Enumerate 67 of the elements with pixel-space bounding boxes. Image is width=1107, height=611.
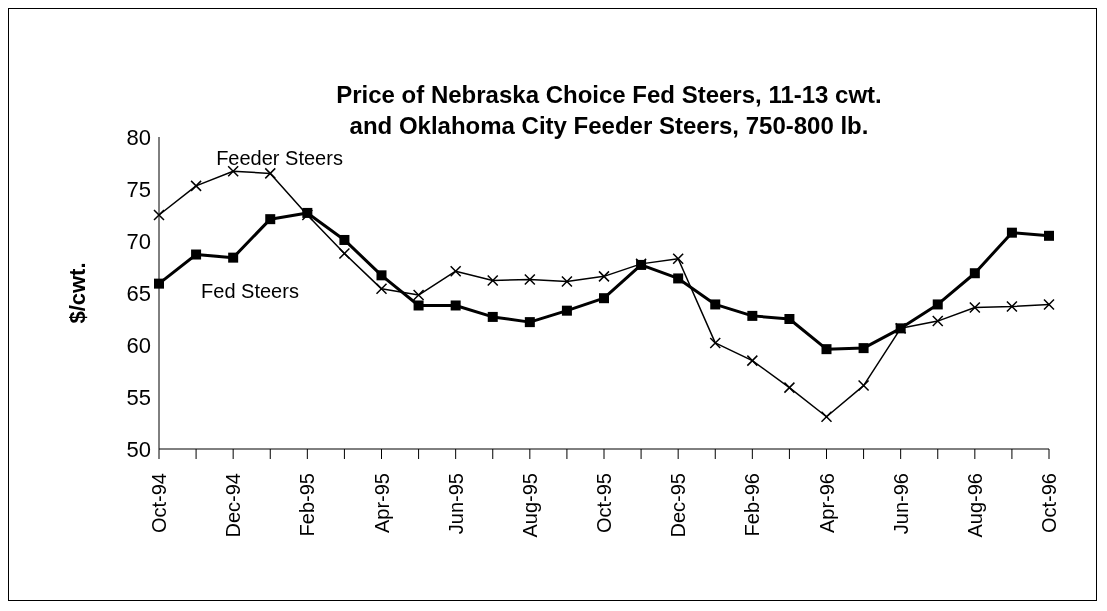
point (376, 270, 387, 281)
point (858, 343, 869, 354)
point (746, 354, 759, 367)
series-label: Fed Steers (201, 279, 299, 302)
point (1044, 230, 1054, 241)
y-tick-label: 75 (126, 176, 151, 202)
point (154, 278, 164, 289)
point (191, 249, 202, 260)
point (413, 300, 424, 311)
x-tick-label: Dec-94 (222, 473, 245, 538)
point (412, 289, 425, 301)
point (561, 275, 573, 288)
point (710, 299, 721, 310)
point (821, 344, 832, 355)
point (375, 283, 388, 295)
point (747, 310, 758, 321)
x-tick-label: Oct-94 (148, 473, 170, 534)
point (932, 315, 944, 327)
x-tick-label: Oct-95 (593, 473, 615, 534)
point (338, 247, 351, 260)
point (450, 300, 461, 311)
y-axis-title: $/cwt. (64, 262, 90, 324)
point (1006, 227, 1017, 238)
point (598, 270, 610, 283)
point (339, 234, 350, 245)
y-tick-label: 50 (126, 436, 151, 462)
point (820, 411, 833, 423)
point (487, 311, 498, 322)
x-tick-label: Apr-95 (370, 473, 393, 534)
point (1043, 298, 1055, 311)
point (709, 337, 721, 349)
point (487, 274, 499, 287)
point (190, 180, 202, 192)
point (227, 165, 239, 178)
x-tick-label: Jun-95 (444, 473, 467, 535)
point (783, 381, 796, 394)
point (673, 273, 684, 284)
y-tick-label: 65 (126, 280, 151, 306)
point (672, 252, 684, 265)
point (524, 273, 536, 286)
x-tick-label: Apr-96 (815, 473, 838, 534)
point (1006, 300, 1018, 313)
x-tick-label: Feb-96 (741, 473, 764, 537)
point (153, 209, 165, 221)
point (784, 314, 795, 324)
y-tick-label: 80 (126, 124, 151, 150)
y-tick-label: 70 (126, 228, 151, 254)
point (599, 293, 609, 304)
y-tick-label: 55 (126, 384, 151, 410)
point (228, 252, 239, 263)
x-tick-label: Aug-96 (963, 473, 986, 538)
point (264, 167, 276, 180)
x-tick-label: Aug-95 (518, 473, 541, 538)
point (265, 214, 276, 225)
series-label: Feeder Steers (216, 147, 343, 170)
y-tick-label: 60 (126, 332, 151, 358)
x-tick-label: Feb-95 (296, 473, 319, 537)
point (857, 379, 870, 392)
x-tick-label: Oct-96 (1038, 473, 1060, 534)
point (932, 299, 943, 310)
point (561, 305, 572, 316)
x-tick-label: Jun-96 (889, 473, 912, 535)
point (449, 265, 462, 277)
x-tick-label: Dec-95 (667, 473, 690, 538)
point (969, 268, 980, 279)
point (969, 301, 981, 314)
point (524, 317, 535, 328)
